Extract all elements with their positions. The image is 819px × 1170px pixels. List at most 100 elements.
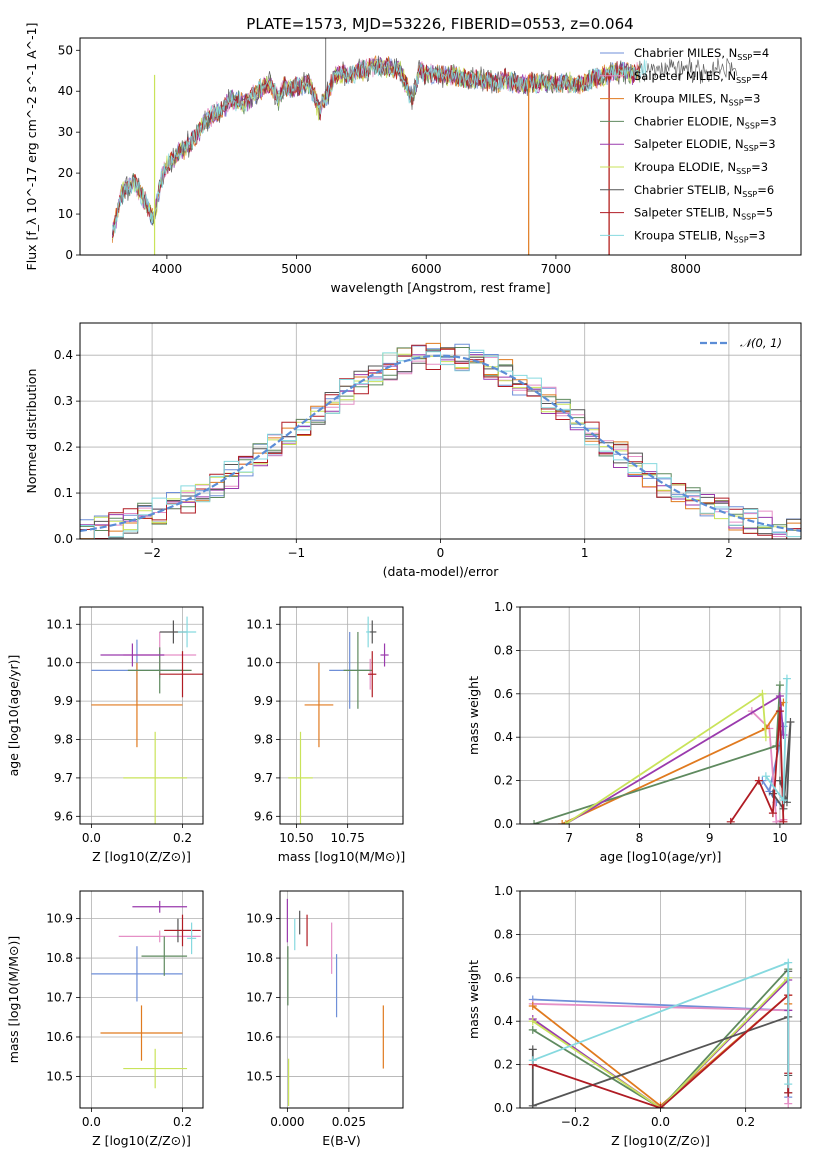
weight-marker: [772, 741, 781, 750]
y-tick-label: 9.7: [254, 771, 273, 785]
y-tick-label: 1.0: [494, 884, 513, 898]
weight-marker: [761, 772, 770, 781]
spectrum-line: [112, 55, 738, 236]
y-tick-label: 30: [58, 125, 73, 139]
weight-marker: [528, 1025, 537, 1034]
weight-marker: [528, 1017, 537, 1026]
y-tick-label: 0.8: [494, 643, 513, 657]
y-tick-label: 0.0: [494, 817, 513, 831]
weight-marker: [772, 817, 781, 824]
errorbars: [91, 900, 201, 1089]
spectrum-panel: 4000 5000 6000 7000 8000 0 10 20 30 40 50 wavelengt…: [24, 23, 802, 295]
y-tick-label: 0.2: [494, 774, 513, 788]
axes-frame: [519, 890, 802, 1109]
weight-marker: [656, 1104, 665, 1108]
x-axis-label: Z [log10(Z/Z⊙)]: [92, 1133, 191, 1148]
errorbars: [288, 616, 389, 824]
weight-lines: [528, 958, 793, 1108]
y-tick-label: 1.0: [494, 600, 513, 614]
weight-marker: [782, 674, 791, 683]
y-tick-label: 20: [58, 166, 73, 180]
weight_vs_Z-panel: −0.2 0.0 0.2 0.0 0.2 0.4 0.6 0.8 1.0 Z [log10(Z/Z…: [466, 884, 802, 1148]
y-axis-label: Normed distribution: [24, 369, 39, 494]
weight-marker: [530, 820, 539, 824]
weight-line: [751, 710, 784, 823]
y-tick-label: 0.8: [494, 927, 513, 941]
gaussian-curve: [80, 354, 801, 532]
x-tick-label: 0.2: [736, 1115, 755, 1129]
weight-marker: [558, 820, 567, 824]
legend-label: Chabrier MILES, NSSP=4: [634, 46, 769, 62]
legend-label: Salpeter ELODIE, NSSP=3: [634, 137, 776, 153]
residuals-panel: −2 −1 0 1 2 0.0 0.1 0.2 0.3 0.4 (data-model)/error…: [24, 322, 802, 579]
axes-frame: [279, 606, 404, 825]
figure-title: PLATE=1573, MJD=53226, FIBERID=0553, z=0…: [246, 15, 633, 33]
x-axis-label: Z [log10(Z/Z⊙)]: [92, 849, 191, 864]
weight-marker: [768, 789, 777, 798]
weight-marker: [775, 707, 784, 716]
legend-label: 𝒩(0, 1): [740, 336, 782, 350]
age_vs_Z-panel: 0.0 0.2 9.6 9.7 9.8 9.9 10.0 10.1 Z [log10(Z/Z⊙)…: [6, 606, 204, 864]
x-tick-label: 10.75: [330, 831, 364, 845]
legend-label: Kroupa MILES, NSSP=3: [634, 92, 760, 108]
x-tick-label: 4000: [152, 262, 183, 276]
y-tick-label: 10.7: [46, 991, 73, 1005]
y-tick-label: 10.0: [46, 656, 73, 670]
x-tick-label: 10: [772, 831, 787, 845]
y-tick-label: 0.4: [494, 730, 513, 744]
x-tick-label: 0.0: [82, 831, 101, 845]
y-tick-label: 10.7: [246, 991, 273, 1005]
x-tick-label: −1: [287, 546, 305, 560]
y-axis-label: mass weight: [466, 676, 481, 755]
x-tick-label: 10.50: [279, 831, 313, 845]
legend-label: Kroupa STELIB, NSSP=3: [634, 228, 765, 244]
x-tick-label: −0.2: [561, 1115, 590, 1129]
weight-marker: [528, 1002, 537, 1011]
y-tick-label: 0.4: [54, 348, 73, 362]
y-tick-label: 9.8: [254, 733, 273, 747]
y-axis-label: mass weight: [466, 960, 481, 1039]
x-axis-label: (data-model)/error: [383, 564, 500, 579]
weight-marker: [775, 681, 784, 690]
weight-lines: [530, 674, 795, 824]
mass_vs_Z-panel: 0.0 0.2 10.5 10.6 10.7 10.8 10.9 Z [log10(Z/Z⊙)…: [6, 890, 204, 1148]
x-axis-label: E(B-V): [322, 1133, 361, 1148]
x-tick-label: 1: [581, 546, 589, 560]
y-tick-label: 10.1: [46, 617, 73, 631]
y-tick-label: 9.6: [254, 809, 273, 823]
axes-frame: [79, 37, 802, 256]
weight-marker: [779, 796, 788, 805]
y-axis-label: Flux [f_λ 10^-17 erg cm^-2 s^-1 A^-1]: [24, 23, 39, 271]
y-tick-label: 0.2: [54, 440, 73, 454]
x-tick-label: 0.000: [270, 1115, 304, 1129]
weight-marker: [561, 820, 570, 824]
y-tick-label: 0.1: [54, 486, 73, 500]
x-tick-label: −2: [143, 546, 161, 560]
y-tick-label: 10.0: [246, 656, 273, 670]
residual-hists: [80, 342, 801, 539]
weight-marker: [528, 1101, 537, 1108]
x-tick-label: 7000: [541, 262, 572, 276]
x-tick-label: 9: [706, 831, 714, 845]
weight-marker: [784, 958, 793, 967]
y-axis-label: age [log10(age/yr)]: [6, 655, 21, 777]
weight-marker: [784, 1099, 793, 1108]
x-tick-label: 5000: [281, 262, 312, 276]
y-tick-label: 0.2: [494, 1058, 513, 1072]
y-tick-label: 10.5: [46, 1069, 73, 1083]
y-tick-label: 10.5: [246, 1069, 273, 1083]
y-tick-label: 10.8: [246, 951, 273, 965]
weight-marker: [784, 1088, 793, 1097]
y-tick-label: 0.0: [54, 532, 73, 546]
legend-label: Chabrier STELIB, NSSP=6: [634, 183, 774, 199]
weight-line: [532, 977, 789, 1108]
weight-marker: [775, 691, 784, 700]
x-axis-label: age [log10(age/yr)]: [600, 849, 722, 864]
x-tick-label: 7: [565, 831, 573, 845]
weight-marker: [528, 1056, 537, 1065]
weight-marker: [758, 689, 767, 698]
y-tick-label: 0.4: [494, 1014, 513, 1028]
y-axis-label: mass [log10(M/M⊙)]: [6, 936, 21, 1064]
x-tick-label: 0.0: [651, 1115, 670, 1129]
